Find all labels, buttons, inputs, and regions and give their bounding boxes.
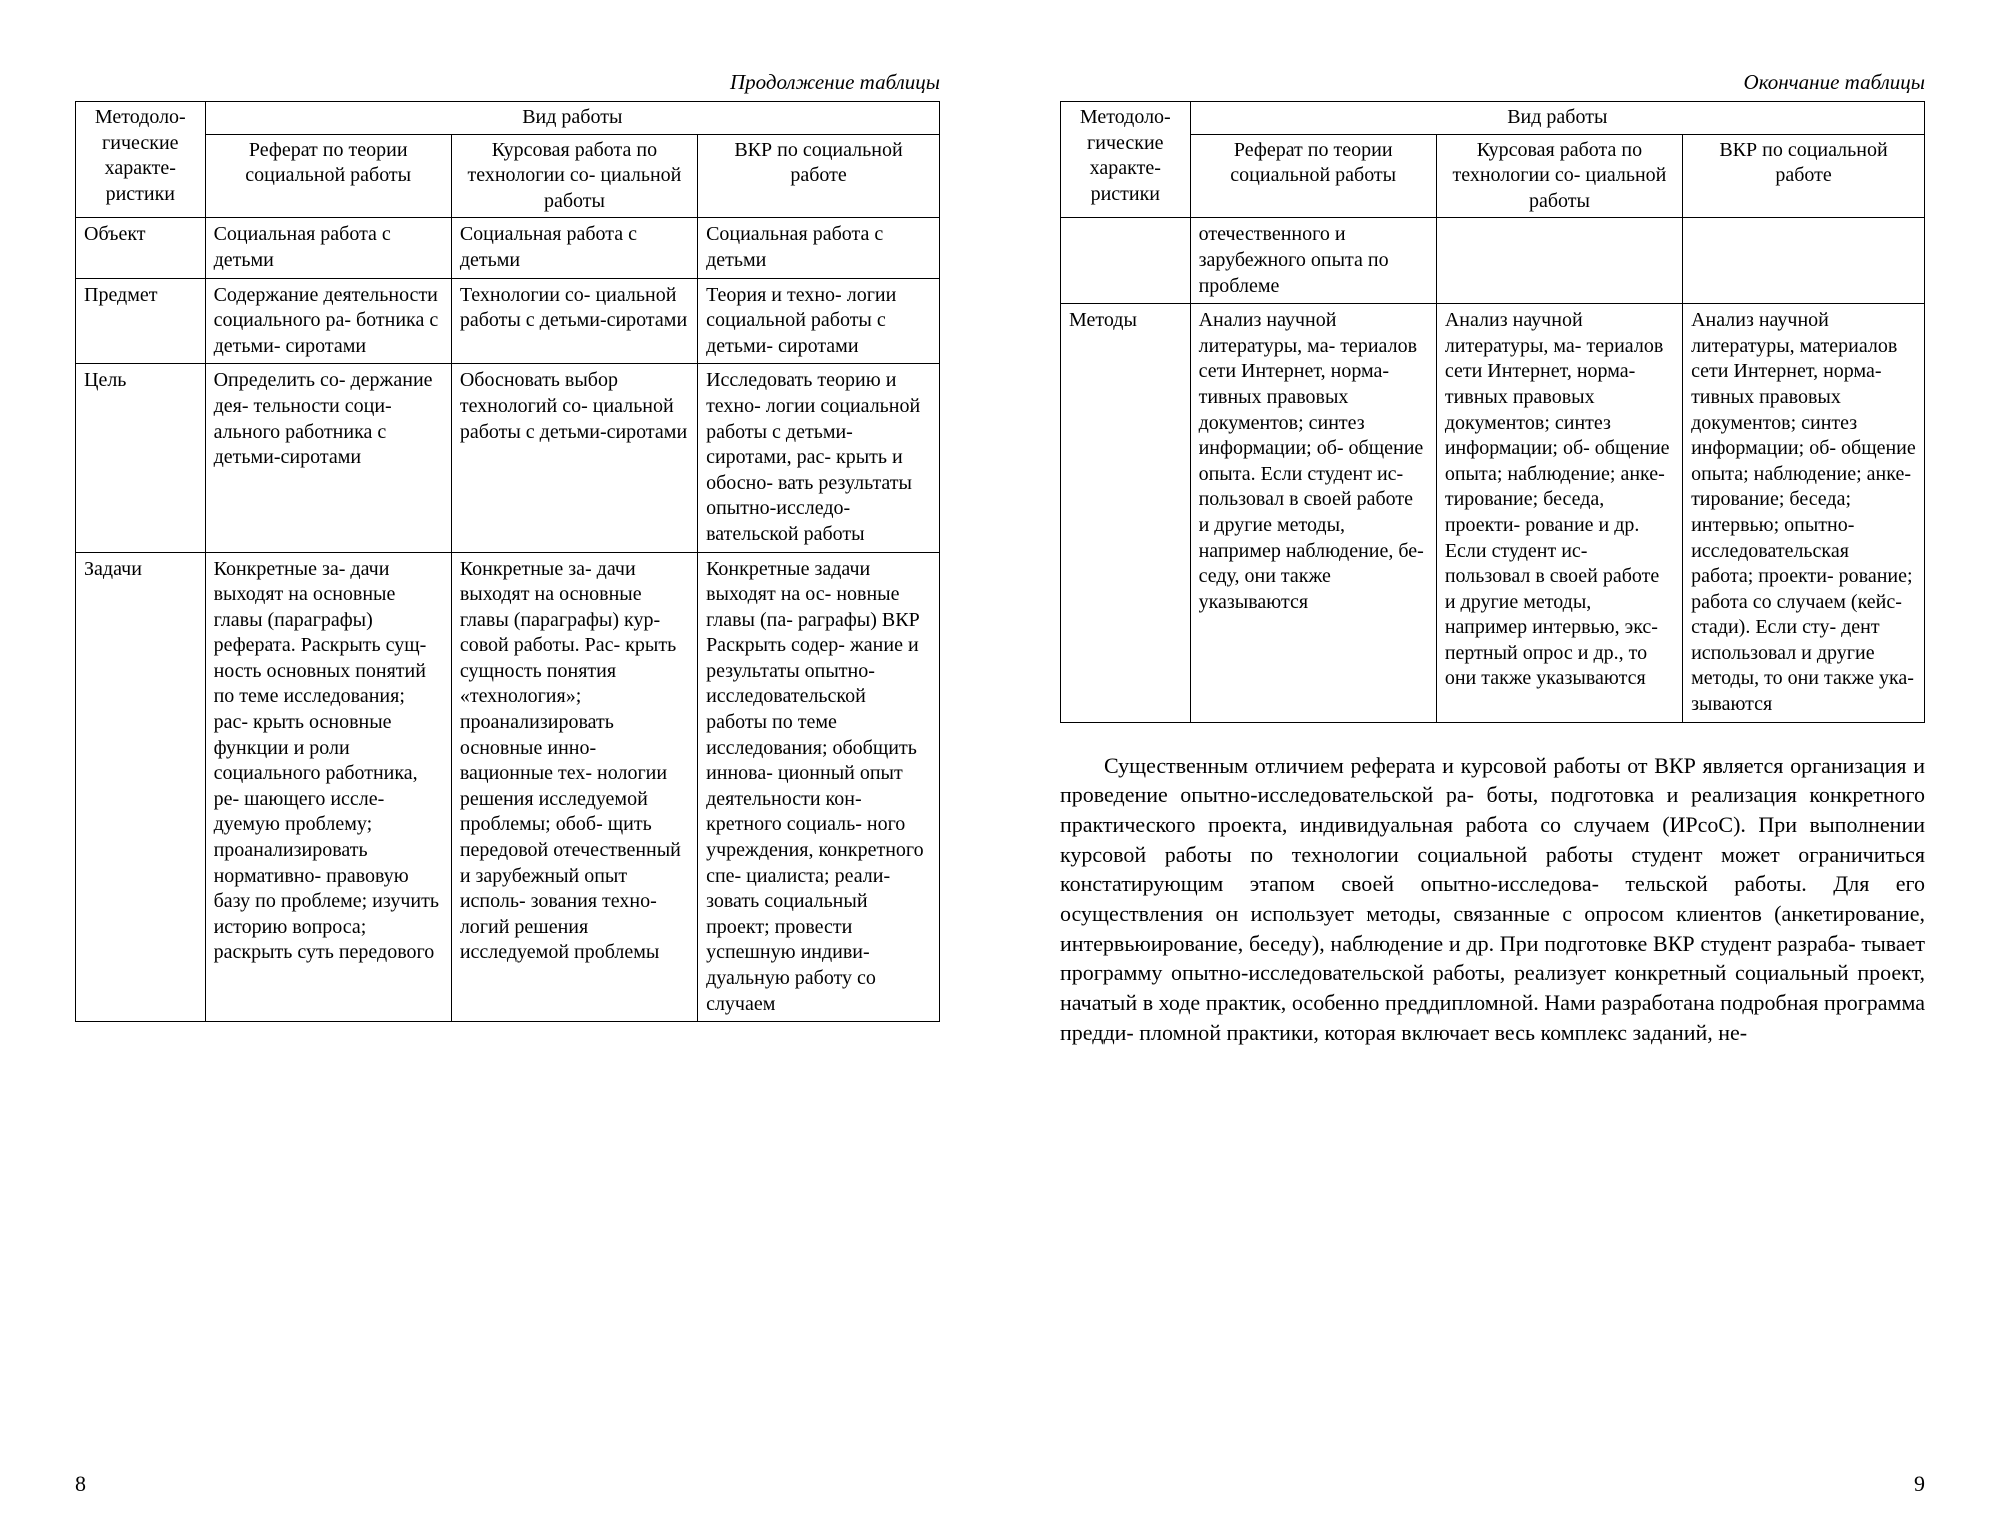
cell-label: Цель: [76, 364, 206, 552]
table-row: Методы Анализ научной литературы, ма- те…: [1061, 304, 1925, 723]
right-subheader-1: Курсовая работа по технологии со- циальн…: [1436, 134, 1682, 218]
cell: Анализ научной литературы, ма- териалов …: [1190, 304, 1436, 723]
page-spread: Продолжение таблицы Методоло- гические х…: [0, 0, 2000, 1535]
table-caption-left: Продолжение таблицы: [75, 70, 940, 95]
cell: Социальная работа с детьми: [698, 218, 940, 278]
cell: Конкретные за- дачи выходят на основные …: [205, 552, 451, 1022]
cell: Технологии со- циальной работы с детьми-…: [451, 278, 697, 364]
left-table: Методоло- гические характе- ристики Вид …: [75, 101, 940, 1022]
page-number-left: 8: [75, 1471, 86, 1497]
cell-label: Методы: [1061, 304, 1191, 723]
cell: Определить со- держание дея- тельности с…: [205, 364, 451, 552]
cell-label: Задачи: [76, 552, 206, 1022]
cell: Социальная работа с детьми: [451, 218, 697, 278]
left-subheader-0: Реферат по теории социальной работы: [205, 134, 451, 218]
cell: Конкретные за- дачи выходят на основные …: [451, 552, 697, 1022]
table-row: Задачи Конкретные за- дачи выходят на ос…: [76, 552, 940, 1022]
table-row: Предмет Содержание деятельности социальн…: [76, 278, 940, 364]
left-subheader-2: ВКР по социальной работе: [698, 134, 940, 218]
table-caption-right: Окончание таблицы: [1060, 70, 1925, 95]
cell: [1683, 218, 1925, 304]
cell-label: Объект: [76, 218, 206, 278]
body-paragraph: Существенным отличием реферата и курсово…: [1060, 751, 1925, 1048]
right-subheader-2: ВКР по социальной работе: [1683, 134, 1925, 218]
cell: Анализ научной литературы, материалов се…: [1683, 304, 1925, 723]
cell-label: Предмет: [76, 278, 206, 364]
table-row: Объект Социальная работа с детьми Социал…: [76, 218, 940, 278]
cell: Конкретные задачи выходят на ос- новные …: [698, 552, 940, 1022]
cell-label: [1061, 218, 1191, 304]
left-header-colspan: Вид работы: [205, 102, 939, 135]
left-page: Продолжение таблицы Методоло- гические х…: [0, 0, 1000, 1535]
right-subheader-0: Реферат по теории социальной работы: [1190, 134, 1436, 218]
cell: Анализ научной литературы, ма- териалов …: [1436, 304, 1682, 723]
right-header-rowspan: Методоло- гические характе- ристики: [1061, 102, 1191, 218]
table-row: Цель Определить со- держание дея- тельно…: [76, 364, 940, 552]
right-header-colspan: Вид работы: [1190, 102, 1924, 135]
right-page: Окончание таблицы Методоло- гические хар…: [1000, 0, 2000, 1535]
page-number-right: 9: [1914, 1471, 1925, 1497]
left-header-rowspan: Методоло- гические характе- ристики: [76, 102, 206, 218]
cell: Теория и техно- логии социальной работы …: [698, 278, 940, 364]
right-table: Методоло- гические характе- ристики Вид …: [1060, 101, 1925, 723]
cell: [1436, 218, 1682, 304]
cell: Содержание деятельности социального ра- …: [205, 278, 451, 364]
cell: Социальная работа с детьми: [205, 218, 451, 278]
table-row: отечественного и зарубежного опыта по пр…: [1061, 218, 1925, 304]
cell: отечественного и зарубежного опыта по пр…: [1190, 218, 1436, 304]
cell: Обосновать выбор технологий со- циальной…: [451, 364, 697, 552]
left-subheader-1: Курсовая работа по технологии со- циальн…: [451, 134, 697, 218]
cell: Исследовать теорию и техно- логии социал…: [698, 364, 940, 552]
